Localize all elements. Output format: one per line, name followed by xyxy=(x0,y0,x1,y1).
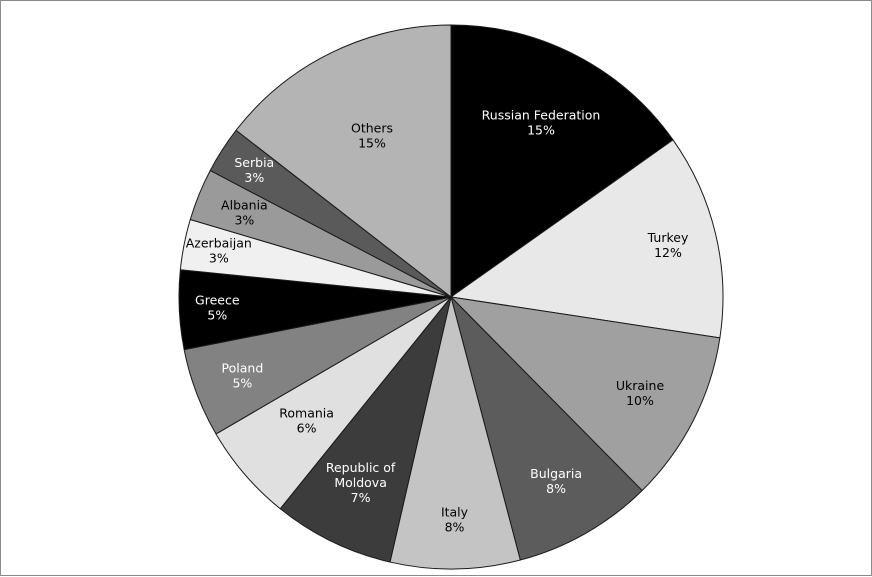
slice-value-label: 8% xyxy=(546,481,566,496)
slice-name-label: Romania xyxy=(279,406,334,421)
slice-bulgaria xyxy=(450,296,643,561)
slice-value-label: 6% xyxy=(297,421,317,436)
slice-russian-federation xyxy=(450,24,674,298)
slice-name-label: Moldova xyxy=(334,475,387,490)
slice-name-label: Republic of xyxy=(326,460,396,475)
slice-italy xyxy=(389,296,521,570)
slice-label-greece: Greece 5% xyxy=(195,293,240,323)
slice-value-label: 8% xyxy=(445,520,465,535)
slice-label-albania: Albania 3% xyxy=(221,197,268,227)
slice-name-label: Ukraine xyxy=(616,378,665,393)
slice-label-bulgaria: Bulgaria 8% xyxy=(530,466,582,496)
slice-label-republic-of-moldova: Republic of Moldova 7% xyxy=(326,460,396,505)
slice-name-label: Bulgaria xyxy=(530,466,582,481)
slice-turkey xyxy=(450,139,724,339)
slice-value-label: 3% xyxy=(244,170,264,185)
slice-label-others: Others 15% xyxy=(351,120,393,150)
slice-name-label: Others xyxy=(351,120,393,135)
pie-slices xyxy=(178,24,724,570)
slice-label-azerbaijan: Azerbaijan 3% xyxy=(186,236,252,266)
slice-value-label: 12% xyxy=(654,245,682,260)
pie-labels: Russian Federation 15%Turkey 12%Ukraine 10%… xyxy=(186,108,689,535)
slice-name-label: Poland xyxy=(222,360,264,375)
slice-label-poland: Poland 5% xyxy=(222,360,264,390)
slice-republic-of-moldova xyxy=(279,296,452,563)
slice-label-italy: Italy 8% xyxy=(441,505,469,535)
slice-value-label: 10% xyxy=(626,393,654,408)
slice-others xyxy=(235,24,452,298)
slice-value-label: 7% xyxy=(351,490,371,505)
slice-name-label: Italy xyxy=(441,505,469,520)
slice-name-label: Russian Federation xyxy=(482,108,601,123)
slice-ukraine xyxy=(450,296,721,492)
slice-label-ukraine: Ukraine 10% xyxy=(616,378,665,408)
slice-value-label: 15% xyxy=(358,135,386,150)
slice-label-turkey: Turkey 12% xyxy=(647,230,689,260)
slice-value-label: 3% xyxy=(234,212,254,227)
slice-value-label: 5% xyxy=(207,308,227,323)
slice-name-label: Turkey xyxy=(647,230,689,245)
slice-value-label: 15% xyxy=(527,123,555,138)
slice-name-label: Albania xyxy=(221,197,268,212)
slice-name-label: Greece xyxy=(195,293,240,308)
slice-name-label: Serbia xyxy=(234,155,274,170)
slice-value-label: 3% xyxy=(209,251,229,266)
slice-name-label: Azerbaijan xyxy=(186,236,252,251)
slice-label-romania: Romania 6% xyxy=(279,406,334,436)
slice-label-serbia: Serbia 3% xyxy=(234,155,274,185)
slice-value-label: 5% xyxy=(232,375,252,390)
slice-label-russian-federation: Russian Federation 15% xyxy=(482,108,601,138)
